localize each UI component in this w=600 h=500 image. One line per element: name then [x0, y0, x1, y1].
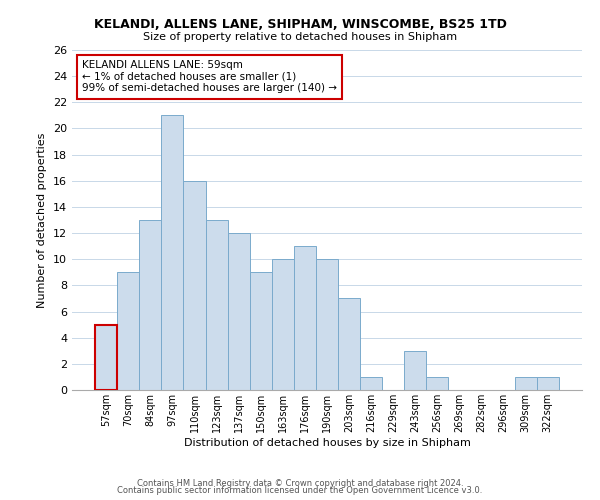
Bar — [360, 377, 382, 390]
Y-axis label: Number of detached properties: Number of detached properties — [37, 132, 47, 308]
Bar — [139, 220, 161, 390]
Bar — [161, 116, 184, 390]
Bar — [95, 324, 117, 390]
Bar — [294, 246, 316, 390]
Bar — [206, 220, 227, 390]
Bar — [338, 298, 360, 390]
X-axis label: Distribution of detached houses by size in Shipham: Distribution of detached houses by size … — [184, 438, 470, 448]
Bar — [427, 377, 448, 390]
Text: Contains HM Land Registry data © Crown copyright and database right 2024.: Contains HM Land Registry data © Crown c… — [137, 478, 463, 488]
Bar — [227, 233, 250, 390]
Bar — [272, 259, 294, 390]
Text: Size of property relative to detached houses in Shipham: Size of property relative to detached ho… — [143, 32, 457, 42]
Bar — [537, 377, 559, 390]
Bar — [515, 377, 537, 390]
Bar — [184, 181, 206, 390]
Bar — [316, 259, 338, 390]
Text: KELANDI ALLENS LANE: 59sqm
← 1% of detached houses are smaller (1)
99% of semi-d: KELANDI ALLENS LANE: 59sqm ← 1% of detac… — [82, 60, 337, 94]
Bar — [95, 324, 117, 390]
Bar — [404, 351, 427, 390]
Text: Contains public sector information licensed under the Open Government Licence v3: Contains public sector information licen… — [118, 486, 482, 495]
Bar — [250, 272, 272, 390]
Bar — [117, 272, 139, 390]
Text: KELANDI, ALLENS LANE, SHIPHAM, WINSCOMBE, BS25 1TD: KELANDI, ALLENS LANE, SHIPHAM, WINSCOMBE… — [94, 18, 506, 30]
